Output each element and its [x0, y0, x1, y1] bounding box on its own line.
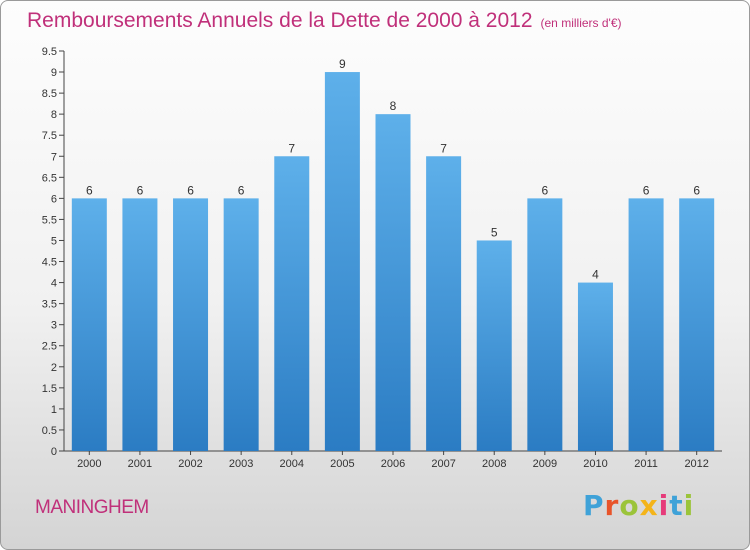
y-tick-label: 7 — [51, 151, 57, 163]
data-label: 7 — [288, 141, 295, 155]
y-tick-label: 9 — [51, 67, 57, 79]
y-tick-label: 2 — [51, 362, 57, 374]
x-tick-label: 2011 — [634, 458, 658, 470]
y-tick-label: 0.5 — [42, 425, 57, 437]
chart-bars — [71, 72, 715, 451]
chart-title: Remboursements Annuels de la Dette de 20… — [27, 9, 622, 33]
proxiti-logo[interactable]: Proxiti — [583, 489, 694, 522]
x-tick-label: 2001 — [128, 458, 152, 470]
y-tick-label: 3 — [51, 320, 57, 332]
logo-letter: r — [604, 489, 620, 522]
y-tick-label: 9.5 — [42, 46, 57, 58]
logo-letter: x — [639, 489, 659, 522]
data-label: 6 — [643, 183, 650, 197]
data-label: 8 — [390, 99, 397, 113]
x-tick-label: 2003 — [229, 458, 253, 470]
bar — [527, 198, 563, 451]
data-label: 6 — [187, 183, 194, 197]
bar — [577, 282, 613, 451]
x-tick-label: 2004 — [280, 458, 304, 470]
y-tick-label: 6 — [51, 193, 57, 205]
bar — [375, 114, 411, 451]
y-tick-label: 5.5 — [42, 214, 57, 226]
y-tick-label: 0 — [51, 446, 57, 458]
y-tick-label: 5 — [51, 235, 57, 247]
y-tick-label: 8.5 — [42, 88, 57, 100]
data-label: 5 — [491, 225, 498, 239]
bar — [324, 72, 360, 451]
logo-letter: i — [683, 489, 695, 522]
data-label: 6 — [137, 183, 144, 197]
data-label: 6 — [86, 183, 93, 197]
x-tick-label: 2012 — [684, 458, 708, 470]
data-label: 4 — [592, 268, 599, 282]
x-tick-label: 2010 — [583, 458, 607, 470]
bar — [223, 198, 259, 451]
x-tick-label: 2008 — [482, 458, 506, 470]
chart-title-text: Remboursements Annuels de la Dette de 20… — [27, 9, 533, 32]
commune-name: MANINGHEM — [35, 497, 149, 518]
y-tick-label: 1 — [51, 404, 57, 416]
data-label: 9 — [339, 57, 346, 71]
bar — [71, 198, 107, 451]
bar — [122, 198, 158, 451]
x-tick-label: 2005 — [330, 458, 354, 470]
y-tick-label: 4 — [51, 278, 57, 290]
x-tick-label: 2000 — [77, 458, 101, 470]
data-label: 6 — [542, 183, 549, 197]
data-label: 7 — [440, 141, 447, 155]
chart-labels: 2000 6 2001 6 2002 6 2003 6 2004 7 2005 9 2006 8 2007 7… — [77, 57, 709, 470]
x-tick-label: 2002 — [178, 458, 202, 470]
y-tick-label: 2.5 — [42, 341, 57, 353]
chart-unit: (en milliers d'€) — [540, 16, 622, 30]
x-tick-label: 2009 — [533, 458, 557, 470]
y-tick-label: 7.5 — [42, 130, 57, 142]
logo-letter: o — [619, 489, 640, 522]
x-tick-label: 2007 — [431, 458, 455, 470]
logo-letter: P — [583, 489, 605, 522]
logo-letter: i — [658, 489, 670, 522]
bar — [274, 156, 310, 451]
logo-letter: t — [669, 489, 684, 522]
x-tick-label: 2006 — [381, 458, 405, 470]
y-tick-label: 8 — [51, 109, 57, 121]
data-label: 6 — [238, 183, 245, 197]
y-tick-label: 6.5 — [42, 172, 57, 184]
bar — [679, 198, 715, 451]
y-tick-label: 4.5 — [42, 257, 57, 269]
data-label: 6 — [693, 183, 700, 197]
bar — [173, 198, 209, 451]
bar — [426, 156, 462, 451]
y-tick-label: 1.5 — [42, 383, 57, 395]
y-tick-label: 3.5 — [42, 299, 57, 311]
bar — [476, 240, 512, 451]
bar — [628, 198, 664, 451]
